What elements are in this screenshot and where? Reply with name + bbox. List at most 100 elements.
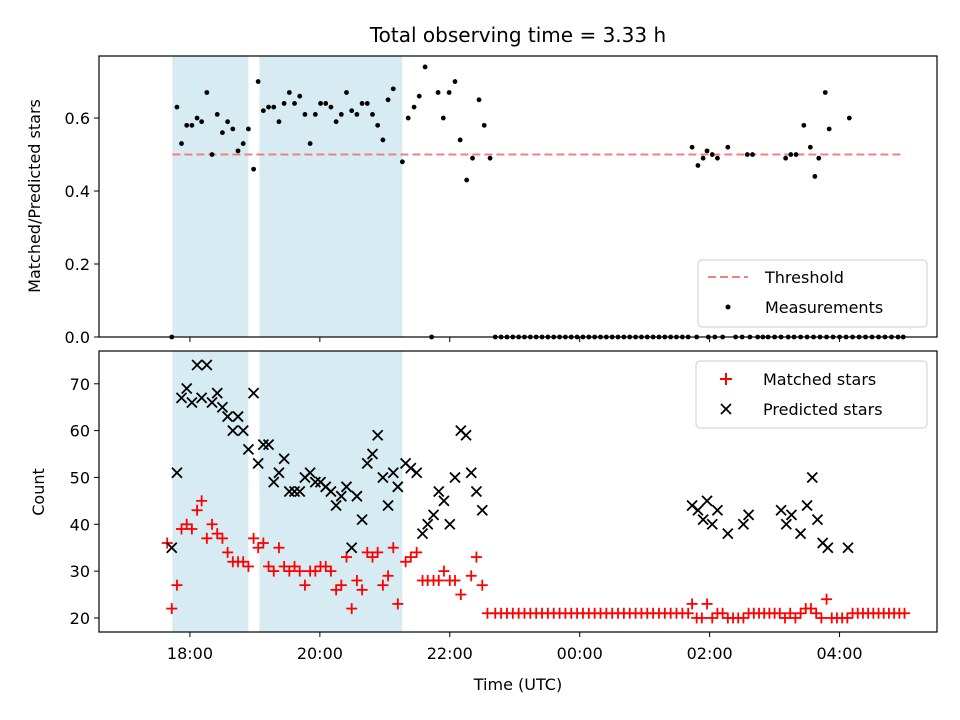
measurement-point [452, 79, 458, 84]
predicted-star-marker [232, 410, 244, 423]
matched-star-marker [810, 607, 822, 619]
matched-star-marker [216, 532, 228, 544]
matched-star-marker [438, 565, 450, 577]
predicted-star-marker [444, 518, 456, 530]
shaded-interval-0 [172, 351, 249, 632]
chart-title: Total observing time = 3.33 h [369, 23, 666, 47]
measurement-point [364, 101, 370, 106]
matched-star-marker [774, 607, 786, 619]
measurement-point [307, 141, 313, 146]
measurement-point [380, 137, 386, 143]
measurement-point [184, 122, 190, 128]
predicted-star-marker [196, 392, 208, 404]
top-legend: Threshold Measurements [697, 259, 928, 328]
measurement-point [286, 90, 292, 95]
measurement-point [689, 144, 695, 150]
top-x-ticks [189, 337, 841, 342]
measurement-point [292, 101, 297, 106]
measurement-point [255, 79, 261, 84]
predicted-star-marker [325, 485, 337, 498]
measurement-point [297, 93, 303, 99]
matched-star-marker [351, 574, 363, 586]
matched-star-marker [335, 579, 347, 591]
matched-star-marker [400, 556, 412, 568]
measurement-point [385, 97, 391, 103]
matched-star-marker [701, 598, 713, 610]
bottom-legend-box [695, 360, 928, 429]
matched-star-marker [411, 546, 423, 558]
measurement-point [476, 97, 482, 103]
measurement-point [695, 163, 701, 168]
matched-star-marker [789, 612, 801, 624]
predicted-star-marker [465, 467, 477, 479]
predicted-star-marker [221, 410, 234, 423]
measurement-point [318, 101, 323, 106]
matched-star-marker [737, 612, 749, 624]
matched-star-marker [320, 560, 332, 572]
matched-star-marker [263, 560, 275, 572]
measurement-point [715, 155, 720, 161]
x-tick-label: 20:00 [297, 644, 343, 663]
matched-star-marker [201, 532, 213, 544]
measurement-point [359, 101, 365, 106]
bottom-axes-frame [98, 350, 938, 633]
measurement-point [370, 111, 375, 117]
measurement-point [194, 115, 200, 121]
measurement-point [725, 144, 731, 150]
matched-star-marker [268, 565, 280, 577]
predicted-star-marker [737, 518, 750, 530]
predicted-star-marker [186, 396, 198, 409]
predicted-star-marker [283, 485, 295, 498]
matched-star-marker [717, 607, 729, 619]
predicted-star-marker [175, 392, 188, 404]
matched-star-marker [366, 551, 378, 563]
matched-star-marker [206, 518, 218, 530]
measurement-point [422, 64, 428, 70]
y-tick-label: 0.6 [65, 109, 90, 128]
predicted-star-marker [382, 499, 394, 512]
measurement-point [333, 119, 339, 125]
predicted-star-marker [304, 467, 316, 479]
predicted-star-marker [422, 518, 434, 530]
predicted-star-marker [433, 485, 445, 498]
y-tick-label: 40 [70, 515, 90, 534]
matched-star-marker [166, 603, 178, 615]
predicted-star-marker [427, 509, 440, 521]
predicted-star-marker [801, 499, 813, 512]
predicted-star-marker [470, 485, 483, 498]
matched-star-marker [470, 551, 482, 563]
measurement-point [826, 126, 832, 132]
x-tick-label: 18:00 [167, 644, 213, 663]
matched-star-marker [252, 542, 264, 554]
predicted-star-marker [247, 387, 260, 399]
matched-star-marker [455, 589, 467, 601]
predicted-star-marker [356, 513, 368, 526]
matched-star-marker [242, 560, 254, 572]
predicted-star-marker [372, 429, 384, 441]
predicted-star-marker [237, 424, 249, 437]
measurement-point [390, 86, 396, 92]
predicted-star-marker [416, 528, 429, 540]
matched-star-marker [196, 495, 208, 507]
predicted-star-marker [262, 439, 275, 451]
matched-star-marker [784, 607, 796, 619]
measurement-point [354, 111, 360, 117]
measurement-point [487, 155, 493, 161]
predicted-star-marker [273, 467, 285, 479]
measurement-point [816, 155, 822, 161]
legend-threshold-label: Threshold [764, 268, 844, 287]
measurement-point [271, 104, 277, 110]
matched-star-marker [382, 570, 394, 582]
measurement-point [783, 155, 789, 161]
predicted-star-marker [811, 513, 824, 526]
measurement-point [435, 90, 441, 95]
legend-measurements-swatch [725, 304, 731, 310]
predicted-star-marker [252, 457, 264, 470]
matched-star-marker [433, 574, 445, 586]
measurement-point [750, 152, 755, 157]
predicted-star-marker [697, 513, 709, 526]
shaded-interval-1 [259, 56, 403, 337]
x-tick-label: 04:00 [817, 644, 863, 663]
measurement-point [700, 155, 706, 161]
measurement-point [266, 104, 271, 110]
